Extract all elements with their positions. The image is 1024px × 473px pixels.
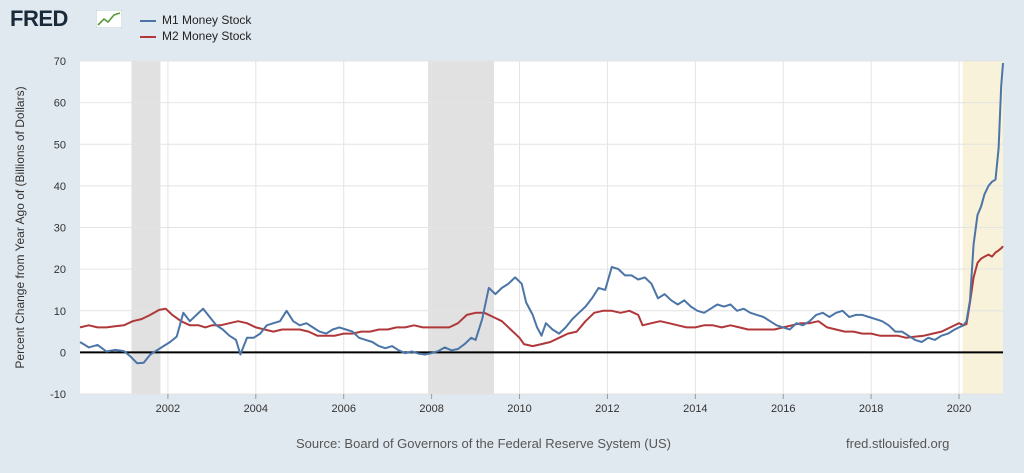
source-url[interactable]: fred.stlouisfed.org [846, 436, 950, 451]
x-tick-2012: 2012 [595, 403, 619, 415]
legend-item-m1: M1 Money Stock [140, 12, 251, 28]
y-tick-50: 50 [54, 139, 66, 151]
x-tick-2016: 2016 [771, 403, 795, 415]
y-tick--10: -10 [50, 389, 66, 401]
fred-logo[interactable]: FRED [10, 6, 68, 31]
series-line-m1-money-stock [79, 63, 1004, 365]
x-tick-labels: 2002 2004 2006 2008 2010 2012 2014 2016 2018 2020 [156, 394, 971, 415]
legend-swatch-m2 [140, 35, 156, 38]
x-tick-2008: 2008 [419, 403, 443, 415]
y-tick-10: 10 [54, 306, 66, 318]
x-tick-2004: 2004 [244, 403, 268, 415]
x-tick-2002: 2002 [156, 403, 180, 415]
legend-label-m1: M1 Money Stock [162, 13, 252, 27]
y-tick-labels: -10 0 10 20 30 40 50 60 70 [50, 56, 66, 401]
y-tick-20: 20 [54, 264, 66, 276]
x-tick-2018: 2018 [859, 403, 883, 415]
y-axis-label: Percent Change from Year Ago of (Billion… [13, 86, 27, 368]
legend-label-m2: M2 Money Stock [162, 29, 252, 43]
x-tick-2020: 2020 [947, 403, 971, 415]
y-tick-60: 60 [54, 98, 66, 110]
x-tick-2006: 2006 [331, 403, 355, 415]
x-tick-2014: 2014 [683, 403, 707, 415]
series-lines [79, 63, 1004, 365]
y-tick-30: 30 [54, 223, 66, 235]
y-tick-40: 40 [54, 181, 66, 193]
series-line-m2-money-stock [79, 245, 1004, 348]
trend-chart-icon [96, 10, 122, 28]
y-tick-0: 0 [60, 347, 66, 359]
legend-item-m2: M2 Money Stock [140, 28, 251, 44]
source-note: Source: Board of Governors of the Federa… [296, 436, 671, 451]
legend: M1 Money Stock M2 Money Stock [140, 12, 251, 44]
y-tick-70: 70 [54, 56, 66, 68]
x-tick-2010: 2010 [507, 403, 531, 415]
legend-swatch-m1 [140, 19, 156, 22]
